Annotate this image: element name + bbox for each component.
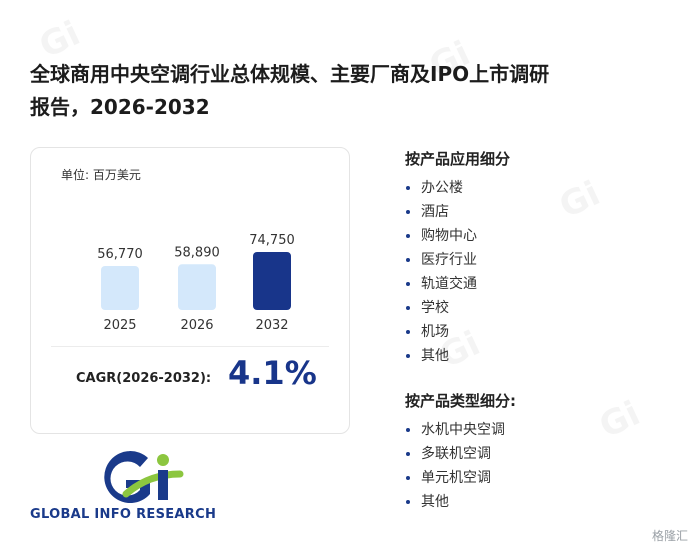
- market-size-bar-chart: 56,770 2025 58,890 2026 74,750 2032: [97, 233, 295, 333]
- market-size-card: 单位: 百万美元 56,770 2025 58,890 2026 74,750 2032 …: [30, 147, 350, 434]
- segment-item: 机场: [405, 320, 477, 344]
- category-label: 2032: [255, 318, 288, 333]
- watermark: Gi: [593, 394, 646, 447]
- value-label: 58,890: [174, 245, 220, 260]
- segment-item: 单元机空调: [405, 466, 505, 490]
- value-label: 56,770: [97, 247, 143, 262]
- bar-2032: [253, 252, 291, 310]
- divider: [51, 346, 329, 347]
- logo-mark-icon: [104, 451, 184, 504]
- bar-2025: [101, 265, 139, 310]
- brand-watermark: 格隆汇: [651, 529, 688, 543]
- segment-item: 学校: [405, 296, 477, 320]
- segment-item: 多联机空调: [405, 442, 505, 466]
- segment-item: 其他: [405, 490, 505, 514]
- application-segment-title: 按产品应用细分: [405, 150, 511, 168]
- segment-item: 水机中央空调: [405, 418, 505, 442]
- category-label: 2026: [180, 318, 213, 333]
- category-label: 2025: [103, 318, 136, 333]
- logo-text: GLOBAL INFO RESEARCH: [30, 507, 217, 522]
- unit-label: 单位: 百万美元: [61, 168, 141, 182]
- global-info-research-logo: GLOBAL INFO RESEARCH: [30, 450, 240, 530]
- segment-item: 医疗行业: [405, 248, 477, 272]
- type-segment-title: 按产品类型细分:: [405, 392, 516, 410]
- segment-item: 办公楼: [405, 176, 477, 200]
- cagr-label: CAGR(2026-2032):: [76, 371, 212, 386]
- segment-item: 购物中心: [405, 224, 477, 248]
- title-line-2: 报告，2026-2032: [30, 95, 210, 119]
- application-segment-list: 办公楼 酒店 购物中心 医疗行业 轨道交通 学校 机场 其他: [405, 176, 477, 368]
- segment-item: 轨道交通: [405, 272, 477, 296]
- page-title: 全球商用中央空调行业总体规模、主要厂商及IPO上市调研 报告，2026-2032: [30, 58, 670, 124]
- type-segment-list: 水机中央空调 多联机空调 单元机空调 其他: [405, 418, 505, 514]
- segment-item: 其他: [405, 344, 477, 368]
- watermark: Gi: [553, 174, 606, 227]
- title-line-1: 全球商用中央空调行业总体规模、主要厂商及IPO上市调研: [30, 62, 550, 86]
- value-label: 74,750: [249, 233, 295, 248]
- cagr-value: 4.1%: [228, 354, 317, 392]
- segment-item: 酒店: [405, 200, 477, 224]
- bar-2026: [178, 264, 216, 310]
